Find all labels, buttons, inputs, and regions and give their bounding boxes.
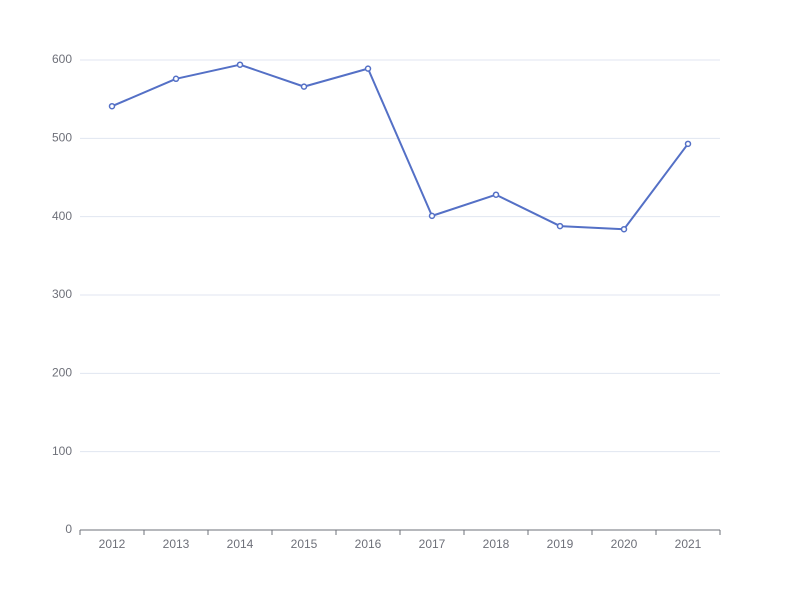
series-line <box>111 63 689 231</box>
y-tick-label: 500 <box>52 131 72 145</box>
y-tick-label: 0 <box>65 522 72 536</box>
data-point[interactable] <box>236 61 244 68</box>
y-tick-label: 600 <box>52 52 72 66</box>
data-point[interactable] <box>108 102 116 110</box>
x-axis <box>79 529 721 535</box>
x-tick-label: 2017 <box>419 537 446 551</box>
x-tick-label: 2020 <box>611 537 638 551</box>
y-axis-tick-labels: 0 100 200 300 400 500 600 <box>52 52 72 536</box>
grid-lines <box>80 59 720 453</box>
y-tick-label: 100 <box>52 444 72 458</box>
x-tick-label: 2019 <box>547 537 574 551</box>
data-point[interactable] <box>492 191 500 198</box>
data-points <box>108 61 692 233</box>
x-tick-label: 2013 <box>163 537 190 551</box>
data-point[interactable] <box>300 83 308 90</box>
data-point[interactable] <box>556 222 564 230</box>
series-line-group <box>111 63 689 231</box>
y-tick-label: 200 <box>52 366 72 380</box>
data-point[interactable] <box>364 65 372 72</box>
x-tick-label: 2012 <box>99 537 126 551</box>
x-tick-label: 2014 <box>227 537 254 551</box>
y-tick-label: 300 <box>52 287 72 301</box>
data-point[interactable] <box>684 140 692 148</box>
data-point[interactable] <box>428 212 436 220</box>
x-tick-label: 2018 <box>483 537 510 551</box>
x-tick-label: 2016 <box>355 537 382 551</box>
y-tick-label: 400 <box>52 209 72 223</box>
data-point[interactable] <box>620 225 628 233</box>
x-axis-tick-labels: 2012 2013 2014 2015 2016 2017 2018 2019 2020 2021 <box>99 537 702 551</box>
x-tick-label: 2021 <box>675 537 702 551</box>
x-tick-label: 2015 <box>291 537 318 551</box>
data-point[interactable] <box>172 75 180 83</box>
